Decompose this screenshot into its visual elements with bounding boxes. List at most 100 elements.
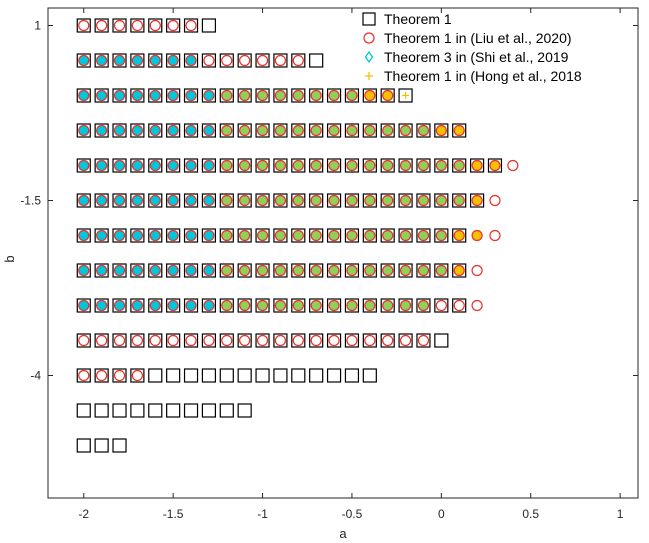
theorem1-square-marker <box>326 158 342 173</box>
theorem1-square-marker <box>452 263 467 278</box>
theorem1-square-marker <box>219 193 234 208</box>
theorem1-square-marker <box>326 368 342 383</box>
theorem1-square-marker <box>183 88 199 103</box>
liu2020-circle-marker <box>382 194 394 207</box>
shi2019-diamond-marker <box>169 160 177 171</box>
theorem1-square-marker <box>309 368 324 383</box>
liu2020-circle-marker <box>274 194 287 207</box>
liu2020-circle-marker <box>399 194 412 207</box>
liu2020-circle-marker <box>417 299 430 312</box>
theorem1-square-marker <box>344 263 360 278</box>
theorem1-square-marker <box>166 263 181 278</box>
theorem1-square-marker <box>237 403 252 418</box>
theorem1-square-marker <box>416 123 431 138</box>
theorem1-square-marker <box>344 158 360 173</box>
theorem1-square-marker <box>416 298 431 313</box>
theorem1-square-marker <box>201 53 217 68</box>
shi2019-diamond-marker <box>169 125 177 136</box>
liu2020-circle-marker <box>382 299 394 312</box>
shi2019-diamond-marker <box>98 230 106 241</box>
theorem1-square-marker <box>201 18 217 33</box>
liu2020-circle-marker <box>239 89 251 102</box>
liu2020-circle-marker <box>292 124 304 137</box>
theorem1-square-marker <box>130 263 145 278</box>
liu2020-circle-marker <box>399 264 412 277</box>
theorem1-square-marker <box>94 403 109 418</box>
theorem1-square-marker <box>291 88 306 103</box>
liu2020-circle-marker <box>435 159 447 172</box>
liu2020-circle-marker <box>292 159 304 172</box>
data-row <box>76 263 483 278</box>
liu2020-circle-marker <box>346 194 358 207</box>
theorem1-square-marker <box>112 368 127 383</box>
theorem1-square-marker <box>219 158 234 173</box>
theorem1-square-marker <box>344 333 360 348</box>
theorem1-square-marker <box>148 298 163 313</box>
theorem1-square-marker <box>94 263 109 278</box>
shi2019-diamond-marker <box>151 265 159 276</box>
theorem1-square-marker <box>183 263 199 278</box>
liu2020-circle-marker <box>292 299 304 312</box>
shi2019-diamond-marker <box>133 300 141 311</box>
theorem1-square-marker <box>219 368 234 383</box>
liu2020-circle-marker <box>399 299 412 312</box>
theorem1-square-marker <box>452 298 467 313</box>
theorem1-square-marker <box>237 263 252 278</box>
theorem1-square-marker <box>112 123 127 138</box>
theorem1-square-marker <box>166 18 181 33</box>
shi2019-diamond-marker <box>151 160 159 171</box>
liu2020-circle-marker <box>382 124 394 137</box>
theorem1-square-marker <box>291 263 306 278</box>
theorem1-square-marker <box>76 333 91 348</box>
theorem1-square-marker <box>326 193 342 208</box>
legend-entry: Theorem 1 in (Hong et al., 2018 <box>365 68 582 84</box>
shi2019-diamond-marker <box>80 265 88 276</box>
liu2020-circle-marker <box>167 19 179 32</box>
shi2019-diamond-marker <box>187 160 195 171</box>
liu2020-circle-marker <box>328 159 340 172</box>
theorem1-square-marker <box>201 88 217 103</box>
liu2020-circle-marker <box>328 89 340 102</box>
theorem1-square-marker <box>434 263 449 278</box>
theorem1-square-marker <box>94 88 109 103</box>
theorem1-square-marker <box>309 298 324 313</box>
shi2019-diamond-marker <box>98 55 106 66</box>
liu2020-circle-marker <box>131 369 143 382</box>
theorem1-square-marker <box>309 123 324 138</box>
shi2019-diamond-marker <box>205 195 213 206</box>
shi2019-diamond-marker <box>133 125 141 136</box>
liu2020-circle-marker <box>96 369 108 382</box>
shi2019-diamond-marker <box>115 300 124 311</box>
liu2020-circle-marker <box>131 334 143 347</box>
data-row <box>76 298 483 313</box>
liu2020-circle-marker <box>435 264 447 277</box>
theorem1-square-marker <box>255 88 270 103</box>
theorem1-square-marker <box>291 53 306 68</box>
liu2020-circle-marker <box>364 124 376 137</box>
theorem1-square-marker <box>166 403 181 418</box>
shi2019-diamond-marker <box>151 230 159 241</box>
liu2020-circle-marker <box>471 229 483 242</box>
shi2019-diamond-marker <box>205 265 213 276</box>
theorem1-square-marker <box>94 298 109 313</box>
liu2020-circle-marker <box>346 89 358 102</box>
liu2020-circle-marker <box>221 264 233 277</box>
shi2019-diamond-marker <box>187 195 195 206</box>
liu2020-circle-marker <box>435 229 447 242</box>
liu2020-circle-marker <box>453 159 465 172</box>
liu2020-circle-marker <box>489 194 501 207</box>
shi2019-diamond-marker <box>169 195 177 206</box>
theorem1-square-marker <box>309 88 324 103</box>
theorem1-square-marker <box>148 123 163 138</box>
shi2019-diamond-marker <box>187 90 195 101</box>
theorem1-square-marker <box>237 333 252 348</box>
theorem1-square-marker <box>183 368 199 383</box>
theorem1-square-marker <box>344 228 360 243</box>
theorem1-square-marker <box>398 333 413 348</box>
theorem1-square-marker <box>76 298 91 313</box>
data-row <box>76 193 501 208</box>
data-row <box>76 53 324 68</box>
theorem1-square-marker <box>201 368 217 383</box>
liu2020-circle-marker <box>399 334 412 347</box>
liu2020-circle-marker <box>239 194 251 207</box>
